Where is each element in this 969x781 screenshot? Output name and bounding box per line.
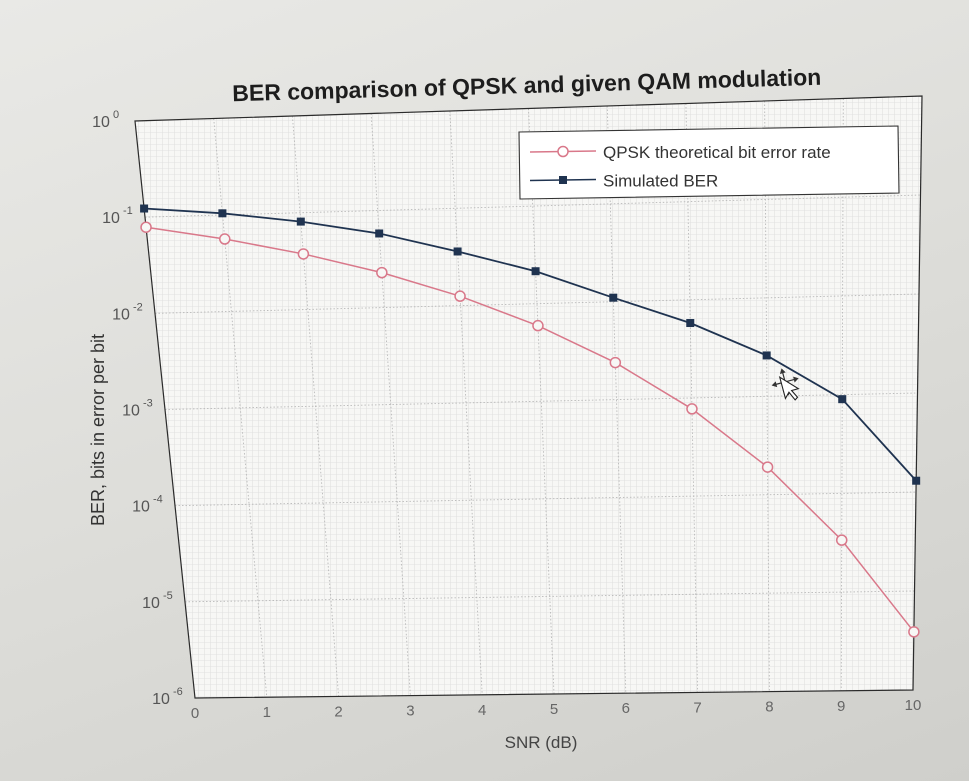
grid-line-y: [174, 491, 917, 507]
data-point: [609, 356, 622, 369]
data-point: [297, 248, 310, 260]
y-tick-base: 10: [142, 595, 160, 612]
x-tick-label: 7: [693, 699, 701, 716]
chart-title: BER comparison of QPSK and given QAM mod…: [232, 64, 822, 106]
data-point: [453, 247, 462, 256]
y-tick-label: 10 -4: [132, 494, 163, 516]
data-point: [140, 221, 152, 233]
data-point: [686, 319, 695, 328]
y-tick-exponent: -1: [123, 205, 133, 217]
data-point: [609, 293, 618, 302]
data-point: [761, 461, 774, 473]
data-point: [218, 209, 227, 218]
x-tick-label: 5: [550, 701, 558, 718]
plot-frame: [134, 95, 923, 699]
y-axis-label: BER, bits in error per bit: [88, 334, 108, 526]
data-point: [454, 290, 466, 302]
data-point: [375, 229, 384, 238]
data-point: [296, 217, 305, 226]
y-tick-base: 10: [112, 306, 130, 323]
data-point: [762, 351, 771, 360]
y-tick-exponent: -3: [143, 398, 153, 410]
y-tick-label: 10 0: [92, 109, 119, 131]
cursor-icon: [771, 368, 800, 401]
y-tick-base: 10: [92, 114, 110, 131]
y-tick-base: 10: [132, 499, 150, 516]
y-tick-label: 10 -5: [142, 590, 173, 612]
plot-area: [134, 95, 923, 699]
legend-label: Simulated BER: [603, 172, 718, 191]
y-tick-exponent: -6: [173, 686, 183, 698]
legend-marker: [559, 176, 567, 184]
x-tick-label: 9: [837, 698, 845, 715]
data-point: [140, 204, 149, 213]
grid-line-y: [184, 590, 915, 603]
y-tick-base: 10: [122, 403, 140, 420]
legend: QPSK theoretical bit error rate Simulated…: [518, 125, 900, 200]
legend-box: [518, 125, 900, 200]
data-point: [219, 233, 231, 245]
data-point: [532, 319, 544, 332]
legend-label: QPSK theoretical bit error rate: [603, 143, 831, 162]
x-tick-label: 0: [191, 705, 199, 722]
x-tick-label: 8: [765, 699, 773, 716]
data-point: [376, 266, 388, 279]
x-tick-label: 1: [263, 704, 271, 721]
grid-line-x: [213, 118, 268, 698]
y-tick-exponent: -4: [153, 494, 163, 506]
plot-minor-grid: [135, 96, 922, 698]
y-tick-exponent: -5: [163, 590, 173, 602]
data-point: [835, 534, 848, 546]
series-layer: [140, 204, 921, 638]
grid-line-x: [840, 98, 844, 691]
legend-entry: Simulated BER: [529, 172, 718, 191]
y-tick-base: 10: [102, 210, 120, 227]
legend-marker: [557, 145, 569, 158]
grid-line-x: [370, 113, 411, 696]
y-tick-label: 10 -2: [112, 301, 143, 323]
x-tick-label: 10: [905, 697, 922, 714]
x-tick-label: 3: [406, 703, 414, 720]
legend-entry: QPSK theoretical bit error rate: [529, 143, 831, 162]
x-axis-label: SNR (dB): [505, 733, 578, 752]
y-tick-label: 10 -3: [122, 398, 153, 420]
y-tick-exponent: -2: [133, 301, 143, 313]
data-point: [531, 267, 540, 276]
grid-line-y: [154, 293, 920, 314]
data-point: [686, 403, 698, 415]
x-tick-label: 2: [334, 703, 342, 720]
data-point: [912, 476, 921, 485]
data-point: [838, 395, 847, 404]
x-tick-label: 4: [478, 702, 486, 719]
y-tick-label: 10 -1: [102, 205, 133, 227]
data-point: [908, 626, 920, 638]
y-tick-label: 10 -6: [152, 686, 183, 708]
x-tick-label: 6: [622, 700, 630, 717]
y-tick-exponent: 0: [113, 109, 119, 121]
y-tick-base: 10: [152, 691, 170, 708]
